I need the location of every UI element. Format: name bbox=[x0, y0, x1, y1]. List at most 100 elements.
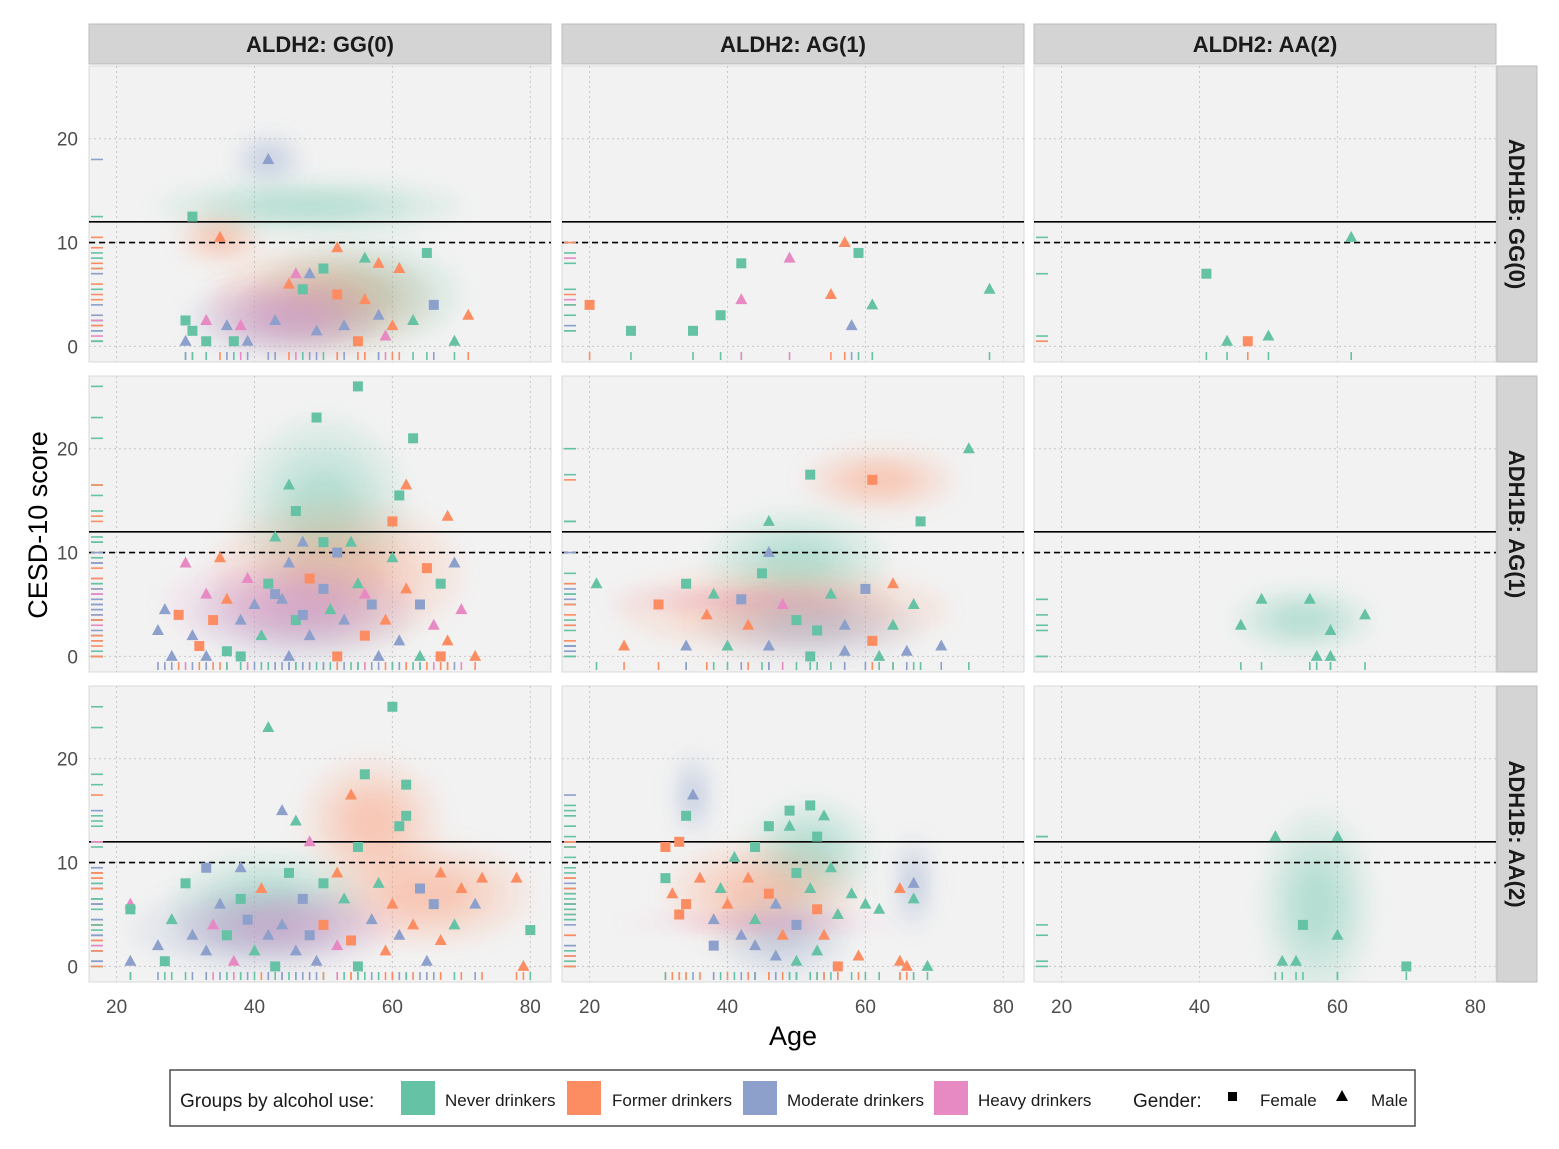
data-point-male bbox=[742, 618, 755, 630]
data-point-male bbox=[289, 267, 302, 279]
data-point-male bbox=[276, 918, 289, 930]
data-point-male bbox=[769, 949, 782, 961]
y-axis-title: CESD-10 score bbox=[23, 431, 53, 619]
legend-key-swatch bbox=[401, 1081, 435, 1115]
data-point-male bbox=[1303, 592, 1316, 604]
data-point-male bbox=[282, 478, 295, 490]
data-point-female bbox=[332, 651, 343, 662]
data-point-male bbox=[441, 634, 454, 646]
data-point-male bbox=[420, 954, 433, 966]
data-point-male bbox=[234, 319, 247, 331]
data-point-female bbox=[784, 805, 795, 816]
data-point-male bbox=[289, 944, 302, 956]
data-point-female bbox=[414, 883, 425, 894]
data-point-male bbox=[900, 959, 913, 971]
data-point-male bbox=[907, 876, 920, 888]
data-point-male bbox=[921, 959, 934, 971]
column-strip bbox=[1033, 23, 1497, 65]
data-point-male bbox=[707, 587, 720, 599]
data-point-male bbox=[845, 319, 858, 331]
data-point-female bbox=[297, 893, 308, 904]
strip-layer: ALDH2: GG(0) ALDH2: AG(1) ALDH2: AA(2) ADH1… bbox=[88, 23, 1538, 983]
data-point-male bbox=[590, 577, 603, 589]
data-point-male bbox=[935, 639, 948, 651]
data-point-male bbox=[186, 928, 199, 940]
data-point-female bbox=[763, 821, 774, 832]
y-tick-label: 20 bbox=[57, 440, 78, 461]
data-point-male bbox=[1276, 954, 1289, 966]
column-strip bbox=[88, 23, 552, 65]
data-point-male bbox=[762, 546, 775, 558]
data-point-male bbox=[1269, 830, 1282, 842]
data-point-male bbox=[345, 535, 358, 547]
data-point-male bbox=[886, 618, 899, 630]
row-strip-label: ADH1B: AA(2) bbox=[1504, 760, 1529, 907]
panel-layer bbox=[88, 65, 1497, 983]
legend-gender-title: Gender: bbox=[1133, 1091, 1202, 1112]
data-point-male bbox=[721, 897, 734, 909]
y-tick-label: 0 bbox=[67, 957, 78, 978]
data-point-male bbox=[358, 587, 371, 599]
data-point-male bbox=[749, 939, 762, 951]
data-point-male bbox=[372, 308, 385, 320]
data-point-male bbox=[434, 866, 447, 878]
row-strip bbox=[1496, 375, 1538, 673]
data-point-male bbox=[900, 644, 913, 656]
data-point-male bbox=[962, 442, 975, 454]
data-point-male bbox=[255, 882, 268, 894]
data-point-female bbox=[1401, 961, 1412, 972]
data-point-male bbox=[165, 913, 178, 925]
data-point-female bbox=[394, 490, 405, 501]
data-point-male bbox=[386, 551, 399, 563]
data-point-female bbox=[125, 904, 136, 915]
data-point-female bbox=[414, 599, 425, 610]
data-point-male bbox=[790, 954, 803, 966]
data-point-male bbox=[427, 618, 440, 630]
x-tick-label: 20 bbox=[1051, 997, 1072, 1018]
data-point-male bbox=[324, 603, 337, 615]
column-strip-label: ALDH2: GG(0) bbox=[246, 32, 394, 57]
data-point-male bbox=[1221, 334, 1234, 346]
data-point-female bbox=[180, 878, 191, 889]
data-point-female bbox=[915, 516, 926, 527]
data-point-male bbox=[749, 913, 762, 925]
data-point-female bbox=[428, 299, 439, 310]
panel-r0-c1 bbox=[561, 65, 1025, 363]
data-point-male bbox=[907, 597, 920, 609]
data-point-female bbox=[352, 336, 363, 347]
data-point-male bbox=[893, 882, 906, 894]
data-point-female bbox=[194, 641, 205, 652]
data-point-male bbox=[151, 623, 164, 635]
data-point-male bbox=[241, 572, 254, 584]
density-contour bbox=[1273, 606, 1332, 634]
data-point-male bbox=[379, 329, 392, 341]
data-point-male bbox=[207, 918, 220, 930]
y-tick-label: 0 bbox=[67, 647, 78, 668]
data-point-male bbox=[158, 603, 171, 615]
data-point-male bbox=[227, 954, 240, 966]
panel-r1-c1 bbox=[561, 375, 1025, 673]
data-point-male bbox=[983, 282, 996, 294]
data-point-male bbox=[338, 613, 351, 625]
data-point-male bbox=[331, 866, 344, 878]
data-point-male bbox=[282, 556, 295, 568]
data-point-female bbox=[235, 893, 246, 904]
data-point-female bbox=[270, 589, 281, 600]
data-point-female bbox=[187, 325, 198, 336]
data-point-female bbox=[263, 578, 274, 589]
data-point-male bbox=[838, 644, 851, 656]
data-point-female bbox=[860, 583, 871, 594]
data-point-male bbox=[331, 241, 344, 253]
panel-r2-c1 bbox=[561, 685, 1025, 983]
panel-r1-c0 bbox=[88, 375, 552, 673]
data-point-female bbox=[242, 914, 253, 925]
data-point-female bbox=[1297, 919, 1308, 930]
panel-r1-c2 bbox=[1033, 375, 1497, 673]
data-point-female bbox=[674, 909, 685, 920]
legend-groups-title: Groups by alcohol use: bbox=[180, 1091, 374, 1112]
data-point-male bbox=[762, 639, 775, 651]
data-point-female bbox=[715, 310, 726, 321]
data-point-male bbox=[1324, 649, 1337, 661]
data-point-male bbox=[186, 629, 199, 641]
data-point-male bbox=[510, 871, 523, 883]
